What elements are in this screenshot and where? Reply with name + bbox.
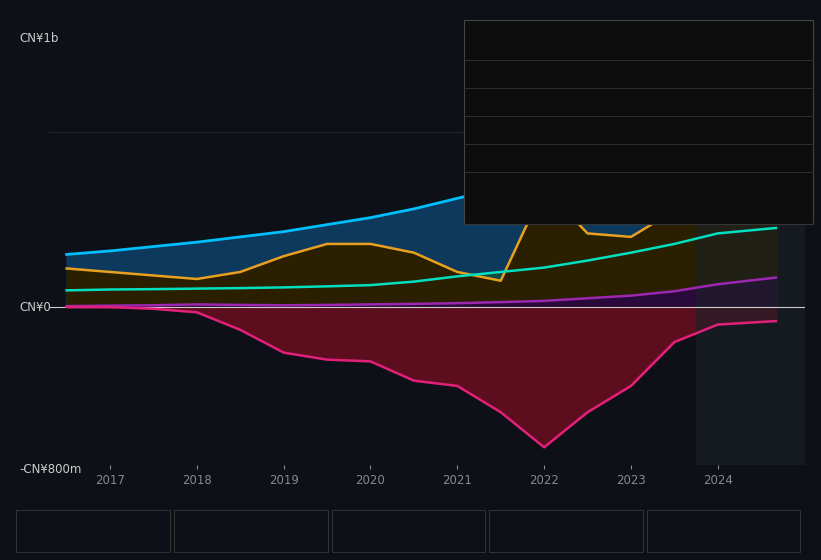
Bar (696, 62, 805, 465)
Text: Revenue: Revenue (41, 526, 89, 535)
Text: profit margin: profit margin (649, 102, 725, 113)
Text: CN¥0: CN¥0 (19, 301, 51, 314)
Text: ●: ● (657, 524, 667, 537)
Text: No data: No data (616, 131, 659, 141)
Text: Operating Expenses: Operating Expenses (672, 526, 784, 535)
Text: /yr: /yr (688, 74, 707, 85)
Text: Cash From Op: Cash From Op (474, 159, 552, 169)
Text: Operating Expenses: Operating Expenses (474, 187, 586, 197)
Text: CN¥168.544m: CN¥168.544m (616, 187, 704, 197)
Text: Free Cash Flow: Free Cash Flow (356, 526, 440, 535)
Text: Free Cash Flow: Free Cash Flow (474, 131, 557, 141)
Text: ●: ● (26, 524, 37, 537)
Text: CN¥451.090m: CN¥451.090m (616, 74, 703, 85)
Text: CN¥1.269b: CN¥1.269b (616, 46, 684, 56)
Text: ●: ● (342, 524, 352, 537)
Text: Cash From Op: Cash From Op (514, 526, 592, 535)
Text: /yr: /yr (675, 46, 694, 56)
Text: /yr: /yr (688, 187, 707, 197)
Text: CN¥1b: CN¥1b (19, 32, 58, 45)
Text: Aug 31 2024: Aug 31 2024 (474, 24, 562, 37)
Text: 35.6%: 35.6% (616, 102, 654, 113)
Text: Revenue: Revenue (474, 46, 522, 56)
Text: Earnings: Earnings (199, 526, 247, 535)
Text: ●: ● (499, 524, 510, 537)
Text: -CN¥800m: -CN¥800m (19, 463, 81, 477)
Text: No data: No data (616, 159, 659, 169)
Text: Earnings: Earnings (474, 74, 522, 85)
Text: ●: ● (184, 524, 195, 537)
